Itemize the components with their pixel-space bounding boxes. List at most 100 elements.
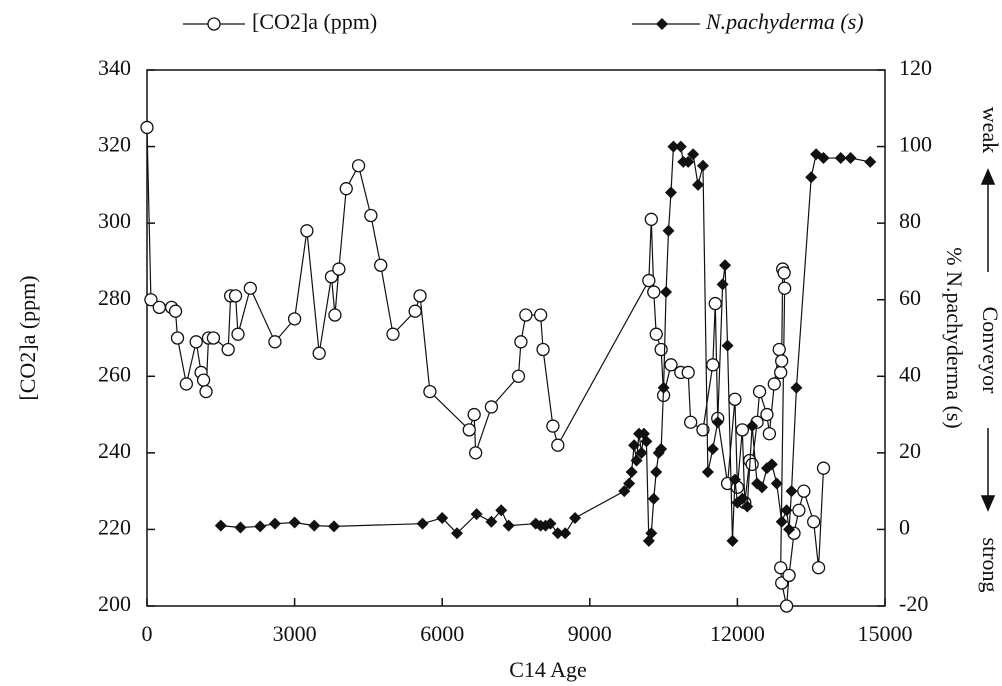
data-point bbox=[623, 477, 636, 490]
data-point bbox=[719, 259, 732, 272]
annotation: weak bbox=[978, 107, 1002, 153]
data-point bbox=[726, 534, 739, 547]
data-point bbox=[628, 439, 641, 452]
y2-tick-label: 20 bbox=[899, 438, 921, 463]
data-point bbox=[635, 446, 648, 459]
y-tick-label: 320 bbox=[98, 132, 131, 157]
data-point bbox=[416, 517, 429, 530]
y-tick-label: 340 bbox=[98, 55, 131, 80]
data-point bbox=[514, 335, 528, 349]
data-point bbox=[234, 521, 247, 534]
y-tick-label: 240 bbox=[98, 438, 131, 463]
data-point bbox=[462, 423, 476, 437]
x-tick-label: 12000 bbox=[710, 621, 765, 646]
data-point bbox=[777, 266, 791, 280]
x-tick-label: 3000 bbox=[273, 621, 317, 646]
data-point bbox=[168, 304, 183, 318]
data-point bbox=[792, 503, 806, 517]
data-point bbox=[782, 568, 796, 583]
data-point bbox=[170, 331, 185, 345]
data-point bbox=[536, 342, 550, 357]
data-point bbox=[312, 346, 326, 360]
data-point bbox=[741, 500, 754, 513]
data-point bbox=[386, 327, 400, 341]
y2-tick-label: 0 bbox=[899, 514, 910, 539]
data-point bbox=[752, 384, 767, 399]
data-point bbox=[775, 354, 789, 368]
x-axis-label: C14 Age bbox=[509, 657, 587, 682]
data-point bbox=[332, 262, 346, 276]
data-point bbox=[287, 312, 302, 326]
data-point bbox=[328, 308, 342, 322]
data-point bbox=[660, 286, 673, 299]
data-point bbox=[484, 400, 499, 414]
data-point bbox=[450, 527, 463, 540]
data-point bbox=[701, 466, 714, 478]
data-point bbox=[647, 285, 661, 299]
data-point bbox=[682, 155, 695, 168]
data-point bbox=[152, 300, 166, 315]
data-point bbox=[780, 504, 793, 517]
data-point bbox=[196, 373, 211, 387]
data-point bbox=[254, 520, 267, 533]
legend-label: N.pachyderma (s) bbox=[705, 9, 864, 34]
data-point bbox=[533, 308, 548, 322]
data-point bbox=[696, 159, 709, 172]
data-point bbox=[664, 186, 677, 199]
data-point bbox=[413, 289, 427, 303]
plot-frame bbox=[146, 69, 886, 607]
x-tick-label: 15000 bbox=[858, 621, 913, 646]
x-tick-label: 6000 bbox=[420, 621, 464, 646]
data-point bbox=[300, 224, 314, 238]
data-point bbox=[546, 419, 560, 433]
y-tick-label: 280 bbox=[98, 285, 131, 310]
data-point bbox=[374, 258, 388, 272]
annotation: strong bbox=[978, 538, 1002, 593]
data-point bbox=[630, 454, 643, 467]
data-point bbox=[408, 304, 422, 318]
y2-tick-label: -20 bbox=[899, 591, 928, 616]
data-point bbox=[790, 381, 803, 394]
data-point bbox=[785, 485, 798, 498]
data-point bbox=[502, 519, 515, 532]
data-point bbox=[544, 517, 557, 530]
data-point bbox=[467, 407, 481, 422]
data-point bbox=[189, 335, 203, 349]
data-point bbox=[268, 517, 281, 530]
data-point bbox=[436, 511, 449, 524]
data-point bbox=[511, 369, 526, 383]
data-point bbox=[736, 492, 749, 505]
data-point bbox=[657, 381, 670, 394]
data-point bbox=[807, 515, 821, 529]
data-point bbox=[817, 152, 830, 165]
annotation: Conveyor bbox=[978, 307, 1002, 394]
data-point bbox=[650, 466, 663, 478]
x-tick-label: 0 bbox=[142, 621, 153, 646]
data-point bbox=[692, 178, 705, 191]
data-point bbox=[864, 155, 877, 168]
data-point bbox=[469, 446, 483, 460]
data-point bbox=[214, 519, 227, 532]
data-point bbox=[797, 484, 811, 498]
data-point bbox=[674, 140, 687, 153]
y2-tick-label: 120 bbox=[899, 55, 932, 80]
data-point bbox=[268, 335, 282, 349]
data-point bbox=[649, 327, 663, 341]
data-point bbox=[206, 331, 221, 345]
data-point bbox=[351, 159, 366, 173]
data-point bbox=[243, 281, 257, 295]
data-point bbox=[140, 120, 154, 135]
data-point bbox=[339, 182, 353, 196]
data-point bbox=[765, 458, 778, 471]
y-axis-label: [CO2]a (ppm) bbox=[15, 275, 40, 400]
data-point bbox=[687, 148, 700, 161]
data-point bbox=[642, 273, 656, 288]
data-point bbox=[772, 342, 786, 357]
conveyor-arrows bbox=[980, 168, 996, 512]
data-point bbox=[662, 224, 675, 237]
data-point bbox=[696, 423, 710, 437]
data-point bbox=[716, 278, 729, 291]
data-point bbox=[655, 443, 668, 456]
data-point bbox=[199, 384, 213, 399]
data-point bbox=[228, 289, 243, 303]
